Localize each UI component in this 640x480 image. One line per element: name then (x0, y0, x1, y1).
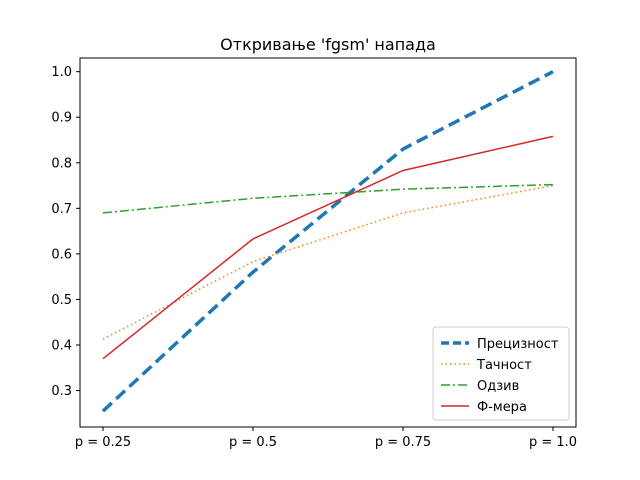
y-tick-label: 0.5 (51, 293, 72, 308)
legend-label: Прецизност (477, 337, 559, 352)
y-tick-label: 0.4 (51, 339, 72, 354)
legend-box (432, 326, 570, 421)
y-tick-label: 0.9 (51, 111, 72, 126)
series-line-3 (102, 183, 554, 214)
legend-label: Ф-мера (477, 400, 527, 415)
x-tick-label: p = 0.75 (375, 435, 431, 450)
y-tick-label: 0.6 (51, 247, 72, 262)
legend: Прецизност Тачност Одзив Ф-мера (432, 326, 570, 421)
axes-frame (79, 57, 577, 428)
legend-label: Одзив (477, 379, 519, 394)
legend-label: Тачност (476, 358, 532, 373)
plot-area (101, 70, 554, 413)
series-line-2 (102, 184, 554, 340)
chart-title: Откривање 'fgsm' напада (220, 35, 436, 54)
y-tick-label: 0.3 (51, 384, 72, 399)
axis-ticks: p = 0.25 p = 0.5 p = 0.75 p = 1.0 0.3 0.4 0.5 0… (51, 65, 577, 450)
x-tick-label: p = 0.5 (229, 435, 277, 450)
y-tick-label: 1.0 (51, 65, 72, 80)
x-tick-label: p = 1.0 (529, 435, 577, 450)
y-tick-label: 0.8 (51, 156, 72, 171)
x-tick-label: p = 0.25 (75, 435, 131, 450)
y-tick-label: 0.7 (51, 202, 72, 217)
series-line-4 (102, 135, 554, 360)
